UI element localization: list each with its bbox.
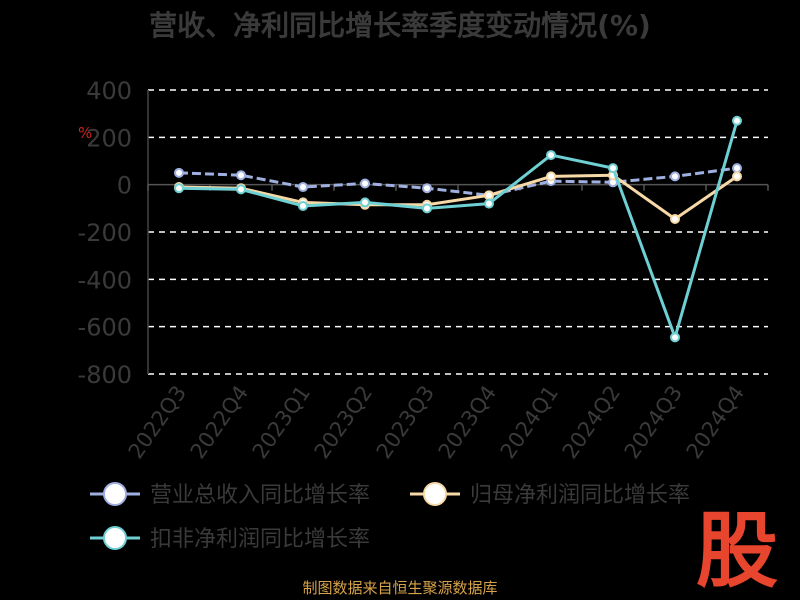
legend-label: 扣非净利润同比增长率 — [150, 527, 370, 552]
data-point — [298, 182, 308, 193]
data-point — [236, 170, 246, 181]
grid-layer — [148, 89, 768, 375]
x-tick-label: 2024Q1 — [496, 381, 563, 463]
y-tick-label: -400 — [78, 266, 132, 294]
axis-layer: 4002000-200-400-600-800%2022Q32022Q42023… — [78, 77, 769, 463]
y-tick-label: 400 — [86, 77, 132, 105]
data-source-note: 制图数据来自恒生聚源数据库 — [302, 579, 498, 597]
data-point — [546, 171, 556, 182]
y-tick-label: -600 — [78, 314, 132, 342]
data-point — [174, 167, 184, 178]
data-point — [484, 190, 494, 201]
data-point — [236, 184, 246, 195]
y-unit-label: % — [78, 124, 92, 142]
legend-swatch-marker — [423, 482, 447, 506]
data-point — [422, 203, 432, 214]
y-tick-label: -200 — [78, 219, 132, 247]
legend-swatch-marker — [103, 526, 127, 550]
legend-label: 归母净利润同比增长率 — [470, 483, 690, 508]
x-tick-label: 2023Q2 — [310, 381, 377, 463]
y-tick-label: -800 — [78, 361, 132, 389]
data-point — [360, 178, 370, 189]
data-point — [484, 198, 494, 209]
x-tick-label: 2024Q3 — [620, 381, 687, 463]
y-tick-label: 200 — [86, 124, 132, 152]
series-layer — [174, 115, 742, 343]
x-tick-label: 2023Q3 — [372, 381, 439, 463]
series-line — [178, 173, 738, 221]
legend-item: 归母净利润同比增长率 — [410, 482, 690, 508]
data-point — [174, 183, 184, 194]
data-point — [298, 200, 308, 211]
x-tick-label: 2023Q4 — [434, 381, 501, 463]
data-point — [732, 163, 742, 174]
legend-label: 营业总收入同比增长率 — [150, 483, 370, 508]
y-tick-label: 0 — [117, 172, 132, 200]
x-tick-label: 2024Q2 — [558, 381, 625, 463]
data-point — [732, 115, 742, 126]
data-point — [360, 197, 370, 208]
x-tick-label: 2022Q3 — [124, 381, 191, 463]
data-point — [670, 171, 680, 182]
series-line — [178, 166, 738, 197]
series-line — [178, 120, 739, 339]
chart-title: 营收、净利同比增长率季度变动情况(%) — [149, 9, 651, 42]
data-point — [608, 163, 618, 174]
data-point — [732, 171, 742, 182]
legend-item: 扣非净利润同比增长率 — [90, 526, 370, 552]
legend-swatch-marker — [103, 482, 127, 506]
x-tick-label: 2023Q1 — [248, 381, 315, 463]
legend-item: 营业总收入同比增长率 — [90, 482, 370, 508]
x-tick-label: 2022Q4 — [186, 381, 253, 463]
watermark-logo: 股 — [695, 503, 778, 599]
data-point — [546, 150, 556, 161]
data-point — [422, 183, 432, 194]
x-tick-label: 2024Q4 — [682, 381, 749, 463]
data-point — [670, 332, 680, 343]
data-point — [670, 213, 680, 224]
